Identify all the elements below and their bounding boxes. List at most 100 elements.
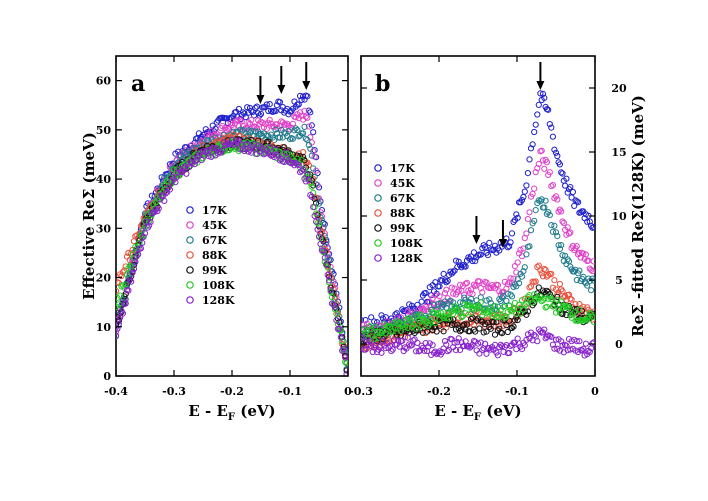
- legend-marker-108K: [374, 239, 382, 247]
- data-point-45K: [448, 284, 455, 291]
- y-tick-label: 0: [615, 338, 623, 351]
- data-point-17K: [321, 221, 328, 228]
- data-point-128K: [390, 337, 398, 344]
- data-point-128K: [139, 239, 146, 246]
- data-point-108K: [532, 296, 539, 303]
- y-tick-label: 0: [103, 370, 111, 383]
- data-point-128K: [117, 314, 124, 321]
- legend-label-45K: 45K: [202, 219, 227, 232]
- legend-label-17K: 17K: [390, 162, 415, 175]
- data-point-128K: [333, 317, 340, 324]
- data-point-99K: [468, 315, 475, 323]
- data-point-99K: [301, 157, 308, 164]
- data-point-88K: [310, 175, 317, 182]
- data-point-45K: [462, 280, 469, 287]
- legend-marker-17K: [186, 206, 194, 214]
- data-point-45K: [589, 268, 595, 275]
- data-point-108K: [418, 322, 425, 330]
- data-point-108K: [543, 303, 551, 310]
- data-point-99K: [487, 325, 494, 332]
- data-point-108K: [521, 302, 528, 309]
- data-point-128K: [531, 331, 538, 339]
- data-point-128K: [205, 153, 212, 160]
- legend-marker-128K: [186, 296, 194, 304]
- data-point-88K: [559, 288, 566, 295]
- data-point-45K: [223, 127, 230, 134]
- data-point-45K: [248, 116, 255, 124]
- data-point-67K: [549, 228, 557, 235]
- data-point-88K: [567, 295, 574, 302]
- data-point-45K: [588, 266, 595, 273]
- data-point-99K: [504, 328, 511, 336]
- data-point-17K: [524, 170, 532, 177]
- data-point-128K: [441, 338, 449, 345]
- data-point-45K: [404, 308, 411, 315]
- data-point-128K: [524, 331, 532, 338]
- data-point-45K: [510, 275, 517, 282]
- data-point-17K: [305, 107, 312, 114]
- data-point-67K: [559, 252, 566, 259]
- data-point-128K: [119, 310, 127, 317]
- data-point-108K: [443, 315, 450, 322]
- data-point-17K: [257, 110, 265, 118]
- data-point-67K: [558, 242, 565, 249]
- data-point-45K: [549, 182, 557, 189]
- data-point-45K: [455, 287, 462, 294]
- data-point-17K: [432, 279, 439, 286]
- y-tick-label: 40: [96, 173, 112, 186]
- data-point-108K: [265, 146, 272, 153]
- data-point-67K: [272, 126, 279, 133]
- data-point-17K: [558, 169, 565, 176]
- data-point-45K: [514, 259, 521, 266]
- data-point-108K: [432, 320, 439, 327]
- data-point-99K: [294, 152, 301, 159]
- data-point-128K: [401, 344, 409, 351]
- data-point-128K: [262, 150, 269, 157]
- data-point-17K: [507, 239, 514, 246]
- data-point-45K: [487, 284, 494, 292]
- data-point-128K: [235, 137, 242, 144]
- data-point-128K: [403, 345, 410, 352]
- data-point-17K: [541, 94, 548, 102]
- data-point-45K: [513, 269, 520, 276]
- data-point-17K: [508, 230, 516, 237]
- data-point-67K: [532, 207, 539, 214]
- data-point-88K: [534, 263, 541, 271]
- data-point-67K: [542, 197, 549, 204]
- data-point-128K: [521, 342, 528, 349]
- data-point-17K: [235, 105, 242, 113]
- data-point-128K: [245, 148, 252, 155]
- data-point-108K: [385, 322, 392, 329]
- data-point-108K: [284, 150, 291, 157]
- data-point-128K: [311, 212, 318, 219]
- data-point-45K: [432, 292, 439, 299]
- data-point-45K: [256, 120, 263, 127]
- data-point-67K: [538, 196, 545, 203]
- data-point-17K: [548, 124, 555, 131]
- data-point-45K: [234, 117, 241, 124]
- data-point-128K: [477, 339, 484, 346]
- data-point-108K: [378, 329, 385, 337]
- panel-a-ticks: -0.4 -0.3 -0.2 -0.1 0 0 10 20 30 40 50 60: [96, 56, 352, 398]
- data-point-45K: [582, 251, 590, 258]
- data-point-45K: [552, 193, 560, 200]
- data-point-128K: [551, 345, 558, 352]
- data-point-17K: [504, 244, 511, 251]
- data-point-99K: [514, 316, 521, 324]
- data-point-17K: [308, 122, 315, 129]
- data-point-128K: [399, 337, 406, 344]
- legend-label-99K: 99K: [390, 222, 415, 235]
- data-point-99K: [436, 322, 443, 329]
- data-point-99K: [535, 284, 542, 291]
- data-point-128K: [155, 205, 162, 212]
- data-point-45K: [523, 230, 530, 237]
- data-point-45K: [526, 209, 533, 216]
- data-point-128K: [317, 240, 324, 248]
- data-point-88K: [549, 284, 557, 291]
- data-point-128K: [132, 259, 139, 266]
- data-point-108K: [510, 305, 517, 313]
- legend-label-67K: 67K: [202, 234, 227, 247]
- data-point-17K: [379, 315, 386, 322]
- data-point-128K: [282, 149, 289, 156]
- data-point-128K: [342, 354, 348, 361]
